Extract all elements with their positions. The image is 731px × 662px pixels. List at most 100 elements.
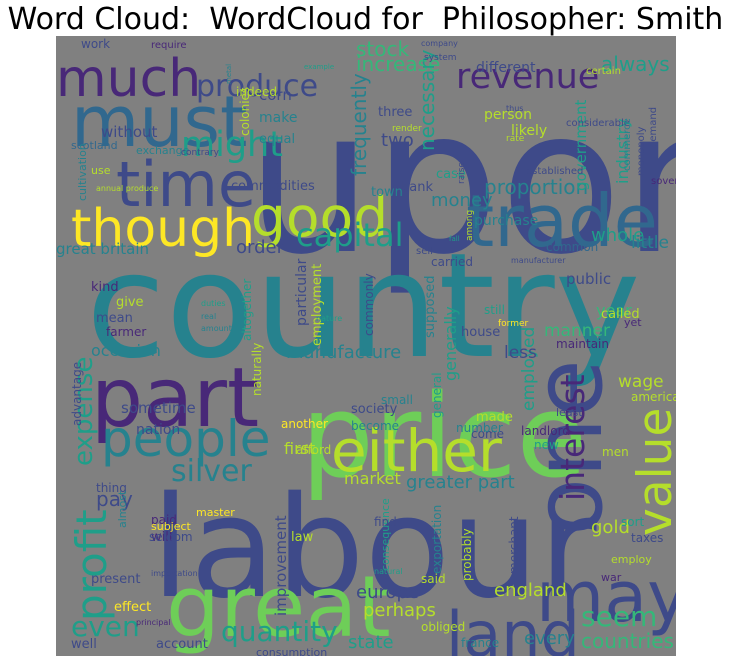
word-new: new	[534, 438, 559, 452]
word-common: common	[546, 240, 598, 254]
word-greater-part: greater part	[406, 472, 515, 493]
word-produce: produce	[196, 69, 318, 104]
word-employ: employ	[611, 553, 652, 566]
word-either: either	[331, 417, 502, 485]
word-farmer: farmer	[106, 325, 146, 339]
word-effect: effect	[114, 600, 151, 615]
word-commodities: commodities	[231, 179, 315, 194]
word-mean: mean	[96, 311, 133, 326]
word-require: require	[151, 40, 187, 51]
word-rate: rate	[506, 134, 525, 144]
word-trade: trade	[466, 179, 658, 263]
word-occasion: occasion	[91, 341, 161, 360]
word-society: society	[351, 402, 398, 417]
word-upon: upon	[246, 66, 676, 299]
word-quantity: quantity	[221, 615, 338, 648]
word-carried: carried	[431, 255, 473, 269]
word-gold: gold	[591, 517, 630, 538]
word-kind: kind	[91, 280, 119, 295]
word-case: case	[436, 167, 466, 182]
word-different: different	[476, 60, 536, 76]
page-title: Word Cloud: WordCloud for Philosopher: S…	[7, 2, 724, 37]
word-cultivation: cultivation	[76, 143, 89, 201]
word-part: part	[91, 351, 259, 446]
word-always: always	[601, 52, 670, 76]
word-labour: labour	[151, 467, 597, 630]
word-commerce: commerce	[622, 118, 633, 171]
word-obliged: obliged	[421, 620, 465, 634]
word-sometime: sometime	[121, 399, 196, 417]
word-amount: amount	[201, 324, 232, 333]
word-revenue: revenue	[456, 57, 599, 97]
word-sovereign: sovereign	[651, 176, 676, 187]
word-landlord: landlord	[521, 424, 570, 438]
word-industry: industry	[613, 118, 632, 184]
word-thing: thing	[96, 481, 127, 495]
word-made: made	[476, 410, 513, 425]
word-supposed: supposed	[423, 276, 438, 339]
word-considerable: considerable	[566, 118, 630, 129]
word-established: established	[526, 166, 583, 177]
word-wage: wage	[618, 372, 664, 392]
word-must: must	[71, 81, 247, 163]
word-might: might	[181, 125, 283, 165]
word-thus: thus	[506, 104, 523, 113]
word-well: well	[71, 637, 97, 652]
word-two: two	[381, 130, 414, 151]
word-corn: corn	[259, 86, 292, 104]
word-work: work	[81, 37, 110, 51]
word-real: real	[201, 312, 216, 321]
word-advantage: advantage	[70, 362, 84, 426]
word-commonly: commonly	[362, 273, 376, 336]
word-raise: raise	[457, 162, 467, 184]
word-people: people	[101, 410, 270, 468]
word-three: three	[378, 105, 412, 120]
word-generally: generally	[441, 306, 460, 381]
word-subject: subject	[151, 520, 192, 533]
word-manufacture: manufacture	[286, 342, 401, 363]
word-one: one	[514, 359, 624, 536]
word-among: among	[465, 210, 475, 241]
word-another: another	[281, 417, 328, 431]
word-render: render	[392, 124, 422, 134]
word-sell: sell	[416, 246, 433, 257]
word-time: time	[116, 148, 256, 221]
word-principal: principal	[136, 618, 170, 627]
word-certain: certain	[586, 66, 621, 77]
word-afford: afford	[296, 443, 331, 457]
word-market: market	[344, 469, 401, 488]
word-though: though	[71, 199, 255, 259]
word-naturally: naturally	[250, 343, 264, 396]
word-law: law	[291, 530, 314, 545]
word-great-britain: great britain	[56, 240, 149, 258]
word-duties: duties	[201, 299, 226, 308]
word-exchange: exchange	[136, 144, 190, 157]
word-annual-produce: annual produce	[96, 184, 158, 193]
word-company: company	[421, 39, 458, 48]
word-become: become	[351, 419, 399, 433]
word-house: house	[461, 325, 500, 340]
word-fall: fall	[449, 235, 460, 243]
word-necessary: necessary	[415, 49, 439, 151]
word-make: make	[259, 110, 297, 126]
word-proportion: proportion	[484, 175, 588, 199]
word-equal: equal	[259, 132, 295, 147]
word-use: use	[91, 164, 111, 177]
word-capital: capital	[296, 216, 403, 254]
word-merchant: merchant	[507, 516, 521, 574]
word-person: person	[484, 107, 532, 123]
word-colonies: colonies	[238, 87, 252, 136]
word-value: value	[628, 408, 676, 536]
word-present: present	[91, 572, 140, 587]
word-taxes: taxes	[631, 531, 663, 545]
word-america: america	[631, 390, 676, 404]
word-countries: countries	[581, 629, 674, 653]
word-master: master	[196, 506, 235, 519]
word-great: great	[166, 558, 391, 656]
word-employment: employment	[310, 264, 325, 346]
word-paid: paid	[151, 513, 177, 527]
word-order: order	[236, 237, 285, 258]
word-europe: europe	[356, 582, 419, 603]
word-increase: increase	[356, 52, 440, 76]
